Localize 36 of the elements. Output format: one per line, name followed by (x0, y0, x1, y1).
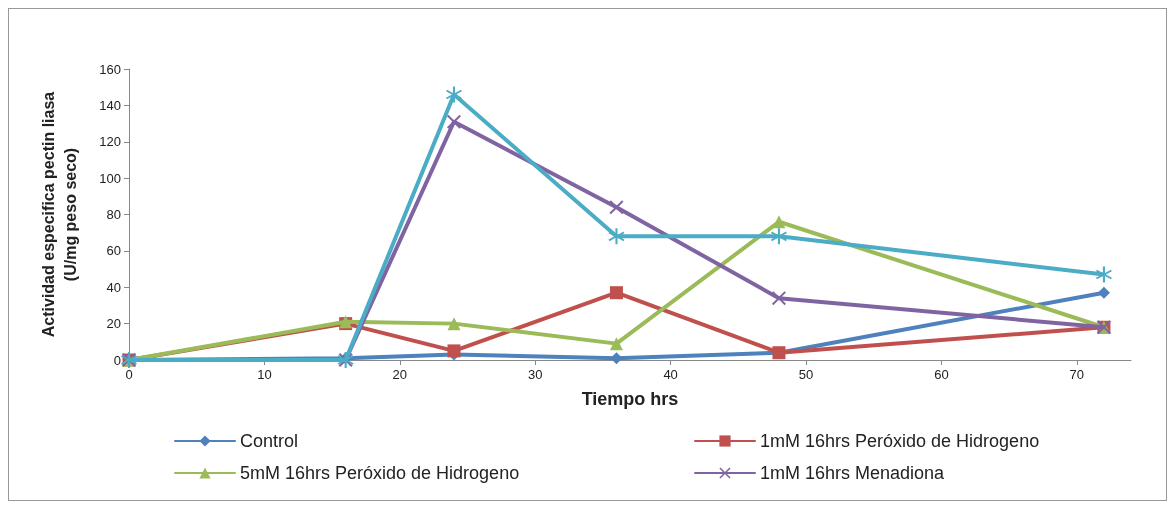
point (609, 337, 623, 351)
x-tick-label: 70 (1069, 367, 1085, 382)
point (1097, 286, 1110, 299)
x-axis-title: Tiempo hrs (581, 389, 679, 409)
legend-label: 1mM 16hrs Menadiona (760, 463, 946, 483)
x-tick-label: 20 (392, 367, 408, 382)
point (609, 286, 623, 300)
x-tick-label: 40 (663, 367, 678, 382)
y-tick-label: 100 (99, 170, 121, 186)
y-tick-label: 160 (99, 61, 121, 77)
point (770, 228, 787, 245)
point (609, 200, 624, 215)
y-tick-label: 140 (99, 97, 121, 113)
x-tick-label: 50 (798, 367, 814, 382)
legend-label: 5mM 16hrs Peróxido de Hidrogeno (240, 463, 520, 483)
y-axis-title: Actividad especifica pectin liasa (U/mg peso seco) (39, 91, 79, 338)
point (447, 317, 461, 331)
point (772, 215, 786, 229)
point (771, 291, 786, 306)
x-tick-label: 0 (125, 367, 133, 382)
point (1095, 266, 1112, 283)
y-tick-label: 60 (106, 243, 121, 259)
y-tick-label: 120 (99, 134, 121, 150)
y-tick-label: 80 (106, 207, 121, 222)
legend-label: Control (240, 431, 299, 451)
x-tick-label: 10 (257, 367, 272, 382)
y-tick-label: 40 (106, 279, 121, 295)
x-tick-label: 30 (527, 367, 543, 382)
y-tick-label: 0 (113, 352, 121, 368)
point (447, 344, 461, 358)
x-tick-label: 60 (934, 367, 949, 382)
point (446, 114, 461, 129)
point (608, 228, 625, 245)
y-tick-label: 20 (106, 316, 121, 332)
legend-label: 1mM 16hrs Peróxido de Hidrogeno (760, 431, 1040, 451)
point (445, 86, 462, 103)
